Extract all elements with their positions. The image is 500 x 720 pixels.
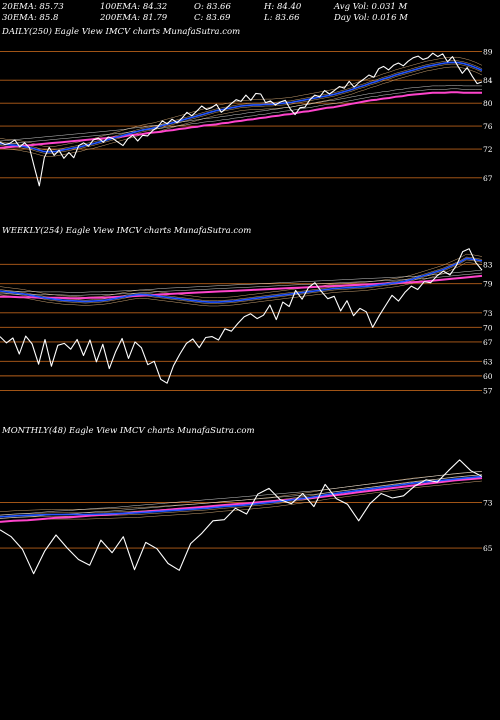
daily-ema-band-0 [0, 66, 483, 157]
weekly-ema-band-2 [0, 256, 483, 301]
weekly-ema200-line [0, 274, 483, 300]
monthly-ema-slow-band-0 [0, 474, 483, 519]
weekly-ema-slow-band-0 [0, 272, 483, 296]
weekly-y-tick-5: 63 [483, 357, 493, 366]
weekly-y-tick-0: 83 [483, 260, 493, 269]
monthly-ema200-line [0, 477, 483, 523]
monthly-ema-band-0 [0, 480, 483, 522]
stat-30ema: 30EMA: 85.8 [2, 13, 59, 23]
weekly-y-tick-1: 79 [483, 280, 493, 289]
weekly-y-tick-2: 73 [483, 309, 493, 318]
daily-y-tick-5: 67 [483, 174, 493, 183]
daily-ema-slow-band-1 [0, 85, 482, 142]
monthly-ema-slow-band-1 [0, 471, 483, 516]
weekly-y-tick-4: 67 [483, 338, 493, 347]
daily-y-tick-2: 80 [483, 99, 493, 108]
weekly-y-tick-7: 57 [483, 386, 493, 395]
daily-y-tick-1: 84 [483, 76, 493, 85]
stat-low: L: 83.66 [264, 13, 300, 23]
weekly-ema20-line [0, 257, 483, 303]
daily-ema200-line [0, 91, 482, 149]
stat-day-vol: Day Vol: 0.016 M [334, 13, 408, 23]
monthly-y-tick-1: 65 [483, 544, 493, 553]
weekly-ema-slow-band-1 [0, 269, 483, 293]
weekly-y-tick-6: 60 [483, 372, 493, 381]
daily-price-line [0, 52, 483, 187]
stat-20ema: 20EMA: 85.73 [2, 2, 64, 12]
weekly-chart-title: WEEKLY(254) Eagle View IMCV charts Munaf… [2, 226, 252, 236]
daily-y-tick-0: 89 [483, 47, 493, 56]
monthly-ema20-line [0, 475, 483, 518]
weekly-chart: 83 79 73 70 67 63 60 57 [0, 248, 493, 395]
weekly-ema-band-0 [0, 262, 483, 307]
stat-200ema: 200EMA: 81.79 [100, 13, 168, 23]
monthly-price-line [0, 459, 483, 575]
monthly-chart-title: MONTHLY(48) Eagle View IMCV charts Munaf… [2, 426, 255, 436]
monthly-ema-band-2 [0, 474, 483, 516]
daily-chart: 89 84 80 76 72 67 [0, 47, 493, 187]
stat-high: H: 84.40 [264, 2, 302, 12]
weekly-y-tick-3: 70 [483, 323, 493, 332]
weekly-price-line [0, 248, 483, 384]
daily-y-tick-3: 76 [483, 122, 493, 131]
monthly-y-tick-0: 73 [483, 499, 493, 508]
stat-100ema: 100EMA: 84.32 [100, 2, 168, 12]
daily-chart-title: DAILY(250) Eagle View IMCV charts Munafa… [2, 27, 241, 37]
stat-avg-vol: Avg Vol: 0.031 M [334, 2, 408, 12]
daily-ema-band-1 [0, 63, 483, 154]
stat-close: C: 83.69 [194, 13, 231, 23]
daily-ema-slow-band-0 [0, 88, 482, 145]
stat-open: O: 83.66 [194, 2, 231, 12]
monthly-chart: 73 65 [0, 459, 493, 575]
weekly-ema-band-3 [0, 253, 483, 298]
daily-ema20-line [0, 61, 483, 153]
daily-y-tick-4: 72 [483, 145, 493, 154]
